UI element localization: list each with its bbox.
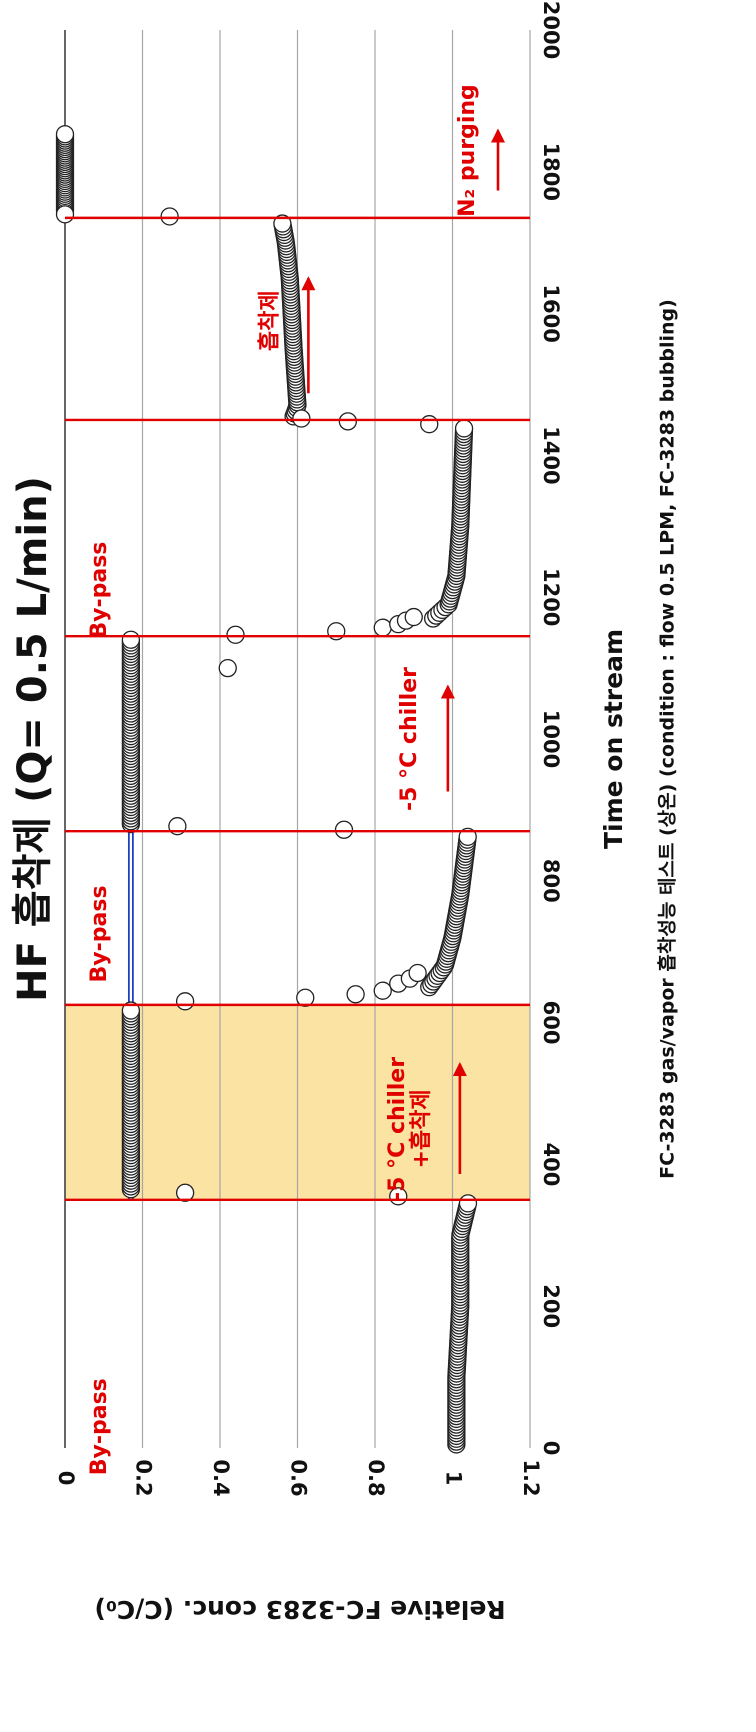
annotation-bypass-1: By-pass: [87, 1378, 112, 1475]
x-tick-label: 1000: [539, 710, 563, 768]
y-tick-label: 0.2: [132, 1459, 156, 1496]
data-point: [421, 416, 438, 433]
y-tick-label: 1.2: [519, 1459, 543, 1496]
annotation-line: By-pass: [87, 885, 112, 982]
x-tick-label: 1200: [539, 568, 563, 626]
x-tick-label: 1800: [539, 143, 563, 201]
data-point: [347, 986, 364, 1003]
annotation-line: -5 °C chiller: [385, 1057, 410, 1201]
data-point: [336, 821, 353, 838]
gridlines: [143, 30, 531, 1448]
annotation-line: N₂ purging: [455, 84, 480, 217]
data-point: [293, 410, 310, 427]
data-point: [409, 964, 426, 981]
y-tick-label: 0.6: [287, 1459, 311, 1496]
data-point: [57, 206, 74, 223]
x-tick-label: 600: [539, 1001, 563, 1045]
annotation-arrowhead: [491, 129, 505, 143]
annotation-arrowhead: [301, 276, 315, 290]
x-tick-label: 400: [539, 1142, 563, 1186]
y-tick-label: 0.4: [209, 1459, 233, 1496]
chart-caption: FC-3283 gas/vapor 흡착성능 테스트 (상온) (conditi…: [656, 299, 679, 1179]
annotation-line: -5 °C chiller: [397, 667, 422, 811]
y-tick-label: 1: [442, 1471, 466, 1486]
data-point: [227, 626, 244, 643]
data-point: [405, 609, 422, 626]
data-point: [374, 982, 391, 999]
data-point: [219, 660, 236, 677]
x-tick-label: 1600: [539, 284, 563, 342]
data-point: [456, 420, 473, 437]
x-axis-title: Time on stream: [599, 629, 628, 849]
x-tick-label: 1400: [539, 426, 563, 484]
annotation-bypass-2: By-pass: [87, 885, 112, 982]
x-tick-label: 0: [539, 1441, 563, 1456]
annotation-line: By-pass: [87, 1378, 112, 1475]
data-point: [374, 619, 391, 636]
data-point: [57, 126, 74, 143]
annotation-adsorbent: 흡착제: [257, 290, 282, 351]
data-point: [339, 413, 356, 430]
annotation-line: 흡착제: [257, 290, 282, 351]
chart-title: HF 흡착제 (Q= 0.5 L/min): [10, 476, 56, 1002]
annotation-bypass-3: By-pass: [87, 542, 112, 639]
data-point: [122, 631, 139, 648]
x-tick-label: 200: [539, 1284, 563, 1328]
annotation-line: By-pass: [87, 542, 112, 639]
y-axis-title: Relative FC-3283 conc. (C/C₀): [94, 1595, 505, 1624]
annotation-chiller: -5 °C chiller: [397, 667, 422, 811]
data-point: [177, 993, 194, 1010]
y-tick-label: 0.8: [364, 1459, 388, 1496]
y-tick-label: 0: [54, 1471, 78, 1486]
annotation-line: +흡착제: [409, 1089, 434, 1168]
data-point: [460, 1195, 477, 1212]
x-tick-label: 800: [539, 859, 563, 903]
data-point: [161, 208, 178, 225]
annotation-n2-purging: N₂ purging: [455, 84, 480, 217]
x-tick-label: 2000: [539, 1, 563, 59]
